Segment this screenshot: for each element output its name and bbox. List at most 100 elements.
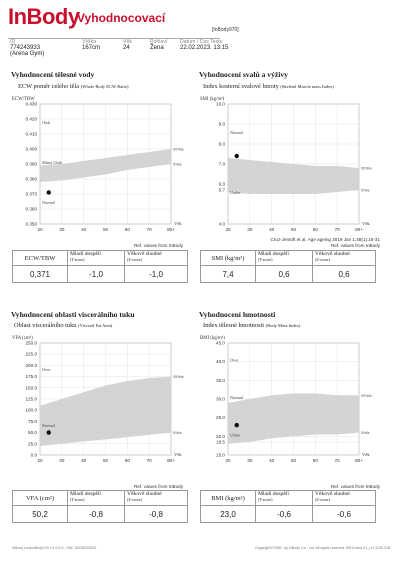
x-tick-label: 30 [59, 227, 65, 232]
field-gender-value: Žena [150, 45, 164, 51]
ecw-chart: ECW/TBW 0.350 0.360 0.370 0.380 0.390 0.400 0.4… [12, 97, 184, 232]
y-tick-label: 7.0 [219, 162, 226, 167]
x-tick-label: 30 [247, 227, 253, 232]
y-tick-label: 10.0 [216, 102, 225, 107]
bmi-col3-en: (Z-score) [315, 497, 330, 502]
x-tick-label: 30 [247, 458, 253, 463]
band-label-lower: 5%ile [173, 431, 182, 435]
x-tick-label: 60 [313, 227, 319, 232]
smi-col3-en: (Z-score) [315, 257, 330, 262]
y-tick-label: 18.5 [216, 439, 225, 444]
x-tick-label: 40 [269, 458, 275, 463]
data-point [46, 430, 51, 435]
smi-ref: Ref. values from InBody [330, 243, 380, 248]
zone-label: Over [230, 358, 239, 363]
field-gender-label: Pohlaví [150, 39, 168, 45]
field-id-label: ID [10, 39, 16, 45]
x-tick-label: 50 [291, 227, 297, 232]
field-height-value: 167cm [82, 45, 101, 51]
vfa-table: VFA (cm²) Mladí dospělí (T-score) Věkově … [12, 490, 188, 523]
vfa-col1: VFA (cm²) [12, 490, 68, 506]
field-age-label: Věk [123, 39, 132, 45]
y-tick-label: 25.0 [216, 415, 225, 420]
vfa-col3-label: Věkově shodné [127, 491, 162, 497]
x-tick-label: 50 [103, 227, 109, 232]
y-axis-label: ECW/TBW [12, 97, 35, 102]
smi-chart: SMI (kg/m²) 4.0 5.76.0 7.0 8.0 9.0 10.0 20 30 40 5… [200, 96, 372, 232]
x-tick-label: 30 [59, 458, 65, 463]
x-tick-label: 80+ [167, 227, 175, 232]
field-datetime: Datum / Čas Testu 22.02.2023. 13:15 [180, 39, 228, 51]
y-tick-label: 4.0 [219, 222, 226, 227]
y-tick-label: 200.0 [26, 363, 38, 368]
bmi-subtitle-en: (Body Mass Index) [265, 323, 301, 328]
reference-band [228, 158, 359, 194]
smi-value: 7,4 [200, 265, 256, 283]
ecw-zscore: -1,0 [124, 265, 188, 283]
x-tick-label: 40 [269, 227, 275, 232]
bmi-chart: BMI (kg/m²) 15.0 18.520.0 25.0 30.0 35.0 40.0 4… [200, 335, 372, 463]
x-axis-label: Věk [174, 221, 182, 226]
vfa-subtitle: Oblast viscerálního tuku (Visceral Fat A… [14, 322, 112, 329]
x-tick-label: 80+ [167, 458, 175, 463]
zone-label: Normal [230, 130, 244, 135]
footer-left: InBody LookinBody120 V1.0.0.0 - SW: 1623… [12, 546, 97, 550]
smi-table: SMI (kg/m²) Mladí dospělí (T-score) Věkov… [200, 250, 376, 283]
x-tick-label: 50 [291, 458, 297, 463]
bmi-col2-label: Mladí dospělí [258, 491, 289, 497]
x-tick-label: 60 [313, 458, 319, 463]
y-tick-label: 0.350 [26, 222, 38, 227]
vfa-tscore: -0,8 [66, 505, 126, 523]
bmi-table: BMI (kg/m²) Mladí dospělí (T-score) Věkov… [200, 490, 376, 523]
x-tick-label: 50 [103, 458, 109, 463]
x-tick-label: 70 [147, 227, 153, 232]
data-point [234, 422, 239, 428]
smi-col2: Mladí dospělí (T-score) [254, 250, 314, 266]
bmi-col1: BMI (kg/m²) [200, 490, 256, 506]
x-tick-label: 20 [225, 458, 231, 463]
zone-label: Normal [230, 395, 244, 400]
y-tick-label: 20.0 [216, 434, 225, 439]
ecw-section-title: Vyhodnocení tělesné vody [11, 70, 95, 79]
zone-label: Mírný Otok [42, 160, 63, 165]
y-tick-label: 75.0 [28, 419, 37, 424]
vfa-col2-en: (T-score) [70, 497, 85, 502]
x-tick-label: 70 [335, 227, 341, 232]
device-model: [InBody970] [212, 27, 239, 33]
y-tick-label: 0.370 [26, 192, 38, 197]
bmi-subtitle: Index tělesné hmotnosti (Body Mass Index… [203, 322, 300, 329]
x-tick-label: 40 [81, 227, 87, 232]
bmi-col3-label: Věkově shodné [315, 491, 350, 497]
zone-label: Under [230, 190, 241, 195]
vfa-subtitle-en: (Visceral Fat Area) [78, 323, 113, 328]
y-axis-label: BMI (kg/m²) [200, 335, 225, 341]
y-tick-label: 9.0 [219, 122, 226, 127]
band-label-lower: 5%ile [173, 163, 182, 167]
field-id-value: 774243933 [10, 45, 41, 51]
y-tick-label: 150.0 [26, 385, 38, 390]
ecw-col3-label: Věkově shodné [127, 251, 162, 257]
smi-subtitle: Index kosterní svalové hmoty (Skeletal M… [203, 83, 334, 90]
smi-tscore: 0,6 [254, 265, 314, 283]
reference-band [40, 149, 171, 182]
y-tick-label: 100.0 [26, 408, 38, 413]
x-tick-label: 70 [335, 458, 341, 463]
x-axis-label: Věk [362, 221, 370, 226]
y-tick-label: 6.0 [219, 182, 226, 187]
ecw-col2: Mladí dospělí (T-score) [66, 250, 126, 266]
field-height: Výška 167cm [82, 39, 100, 51]
y-tick-label: 0.0 [31, 453, 38, 458]
smi-zscore: 0,6 [312, 265, 376, 283]
x-tick-label: 20 [37, 227, 43, 232]
zone-label: Normal [42, 423, 56, 428]
ecw-ref: Ref. values from InBody [133, 243, 183, 248]
zone-label: Otok [42, 120, 51, 125]
y-axis-label: VFA (cm²) [12, 335, 33, 341]
field-datetime-value: 22.02.2023. 13:15 [180, 45, 229, 51]
smi-section-title: Vyhodnocení svalů a výživy [199, 70, 288, 79]
vfa-zscore: -0,8 [124, 505, 188, 523]
vfa-col3: Věkově shodné (Z-score) [124, 490, 188, 506]
reference-band [40, 376, 171, 447]
ecw-subtitle: ECW poměr celého těla (Whole Body ECW Ra… [18, 83, 129, 90]
smi-col3-label: Věkově shodné [315, 251, 350, 257]
